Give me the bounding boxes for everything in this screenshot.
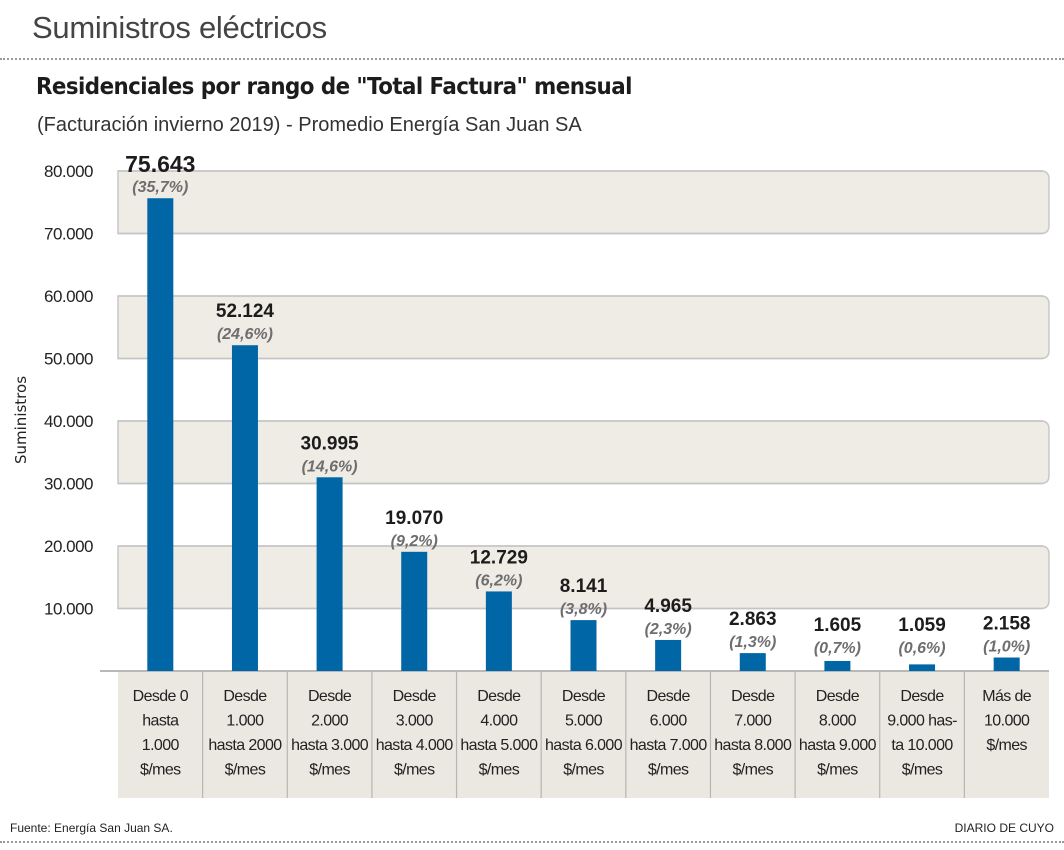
category-label: Desde	[562, 688, 606, 705]
category-label: 10.000	[984, 713, 1030, 730]
category-label: 1.000	[142, 737, 180, 754]
y-tick-label: 30.000	[44, 475, 93, 494]
category-label: 9.000 has-	[887, 713, 957, 730]
y-tick-label: 10.000	[44, 600, 93, 619]
y-axis-label: Suministros	[12, 376, 30, 464]
category-label: Más de	[982, 688, 1032, 705]
value-label: 2.158	[983, 614, 1031, 635]
bar	[231, 345, 258, 671]
category-label: $/mes	[225, 762, 266, 779]
category-label: hasta 4.000	[376, 737, 454, 754]
category-label-area	[118, 672, 1049, 798]
bar	[485, 591, 512, 671]
y-tick-label: 70.000	[44, 225, 93, 244]
value-label: 75.643	[125, 151, 195, 177]
category-label: 6.000	[650, 713, 688, 730]
category-label: Desde 0	[133, 688, 189, 705]
category-label: hasta 7.000	[630, 737, 708, 754]
grid-band	[117, 170, 1050, 235]
category-label: 7.000	[734, 713, 772, 730]
category-label: Desde	[308, 688, 352, 705]
percent-label: (24,6%)	[217, 326, 273, 343]
category-label: Desde	[816, 688, 860, 705]
percent-label: (35,7%)	[132, 179, 188, 196]
category-label: $/mes	[732, 762, 773, 779]
category-label: hasta 6.000	[545, 737, 623, 754]
bar	[739, 653, 766, 671]
category-label: $/mes	[902, 762, 943, 779]
value-label: 2.863	[729, 609, 777, 630]
category-label: 1.000	[226, 713, 264, 730]
category-label: $/mes	[309, 762, 350, 779]
bar	[570, 620, 597, 671]
y-tick-label: 50.000	[44, 350, 93, 369]
category-label: Desde	[900, 688, 944, 705]
category-label: $/mes	[648, 762, 689, 779]
category-label: hasta	[142, 713, 179, 730]
header-title: Suministros eléctricos	[32, 10, 327, 45]
y-tick-label: 60.000	[44, 287, 93, 306]
category-label: 4.000	[480, 713, 518, 730]
value-label: 4.965	[644, 596, 692, 617]
bar	[993, 657, 1020, 671]
category-label: $/mes	[140, 762, 181, 779]
category-label: Desde	[223, 688, 267, 705]
footer-divider	[0, 841, 1064, 843]
footer-source: Fuente: Energía San Juan SA.	[10, 821, 173, 835]
bar	[316, 477, 343, 671]
category-label: hasta 5.000	[460, 737, 538, 754]
category-label: $/mes	[479, 762, 520, 779]
category-label: Desde	[647, 688, 691, 705]
category-label: $/mes	[986, 737, 1027, 754]
category-label: 5.000	[565, 713, 603, 730]
category-label: 2.000	[311, 713, 349, 730]
category-label: 3.000	[396, 713, 434, 730]
percent-label: (3,8%)	[560, 601, 607, 618]
percent-label: (14,6%)	[302, 458, 358, 475]
chart-subtitle: (Facturación invierno 2019) - Promedio E…	[37, 114, 582, 136]
header-divider	[0, 58, 1064, 60]
y-tick-label: 20.000	[44, 537, 93, 556]
value-label: 8.141	[560, 576, 608, 597]
bar	[401, 551, 428, 671]
category-label: ta 10.000	[891, 737, 953, 754]
bar	[909, 664, 936, 671]
category-label: Desde	[393, 688, 437, 705]
percent-label: (1,0%)	[983, 639, 1030, 656]
percent-label: (0,7%)	[814, 640, 861, 657]
chart-title: Residenciales por rango de "Total Factur…	[36, 74, 632, 100]
category-label: 8.000	[819, 713, 857, 730]
category-label: Desde	[731, 688, 775, 705]
percent-label: (6,2%)	[475, 572, 522, 589]
category-label: hasta 9.000	[799, 737, 877, 754]
y-tick-label: 80.000	[44, 162, 93, 181]
value-label: 52.124	[216, 301, 275, 322]
percent-label: (0,6%)	[898, 640, 945, 657]
bar	[655, 639, 682, 671]
category-label: hasta 2000	[208, 737, 282, 754]
percent-label: (1,3%)	[729, 634, 776, 651]
value-label: 1.605	[814, 615, 862, 636]
category-label: $/mes	[563, 762, 604, 779]
category-label: hasta 8.000	[714, 737, 792, 754]
category-label: $/mes	[394, 762, 435, 779]
bar	[147, 198, 174, 671]
category-label: $/mes	[817, 762, 858, 779]
value-label: 1.059	[898, 615, 946, 636]
value-label: 30.995	[301, 433, 360, 454]
percent-label: (9,2%)	[391, 533, 438, 550]
bar	[824, 660, 851, 671]
footer-brand: DIARIO DE CUYO	[954, 821, 1054, 835]
value-label: 12.729	[470, 547, 528, 568]
y-tick-label: 40.000	[44, 412, 93, 431]
value-label: 19.070	[385, 508, 443, 529]
percent-label: (2,3%)	[645, 621, 692, 638]
category-label: Desde	[477, 688, 521, 705]
category-label: hasta 3.000	[291, 737, 369, 754]
